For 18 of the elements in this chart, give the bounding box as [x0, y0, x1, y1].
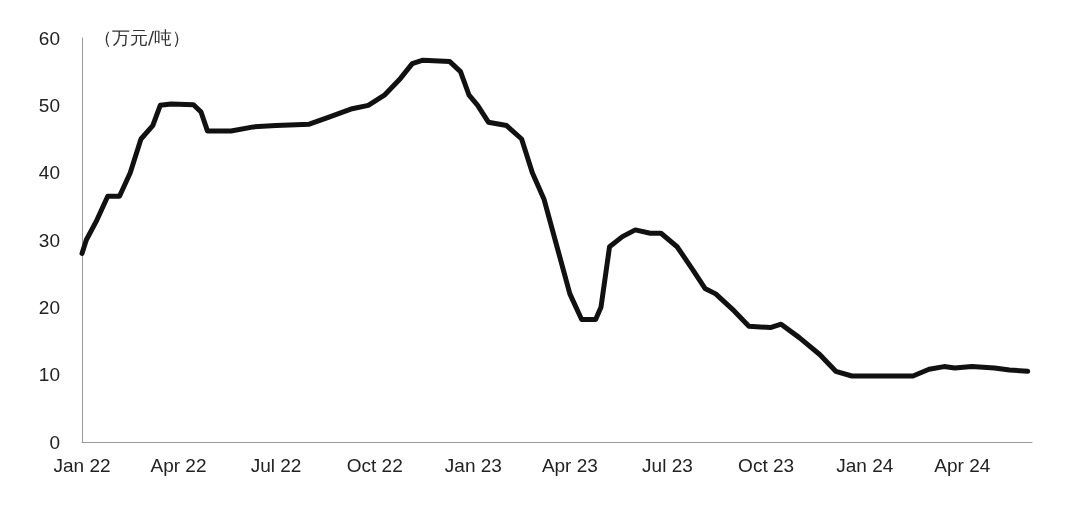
x-tick-label: Apr 22 — [150, 455, 207, 476]
y-tick-label: 60 — [38, 27, 60, 49]
x-tick-label: Apr 23 — [541, 455, 598, 476]
y-tick-label: 20 — [38, 296, 60, 318]
x-tick-label: Jan 22 — [53, 455, 111, 476]
y-tick-label: 50 — [38, 94, 60, 116]
x-tick-label: Oct 23 — [738, 455, 795, 476]
x-tick-label: Oct 22 — [346, 455, 403, 476]
y-tick-label: 40 — [38, 162, 60, 184]
y-tick-label: 30 — [38, 229, 60, 251]
y-tick-label: 0 — [49, 431, 60, 453]
y-tick-label: 10 — [38, 364, 60, 386]
x-tick-label: Jan 23 — [444, 455, 502, 476]
x-tick-label: Jul 22 — [250, 455, 302, 476]
y-axis-title: （万元/吨） — [94, 26, 191, 48]
x-tick-label: Jan 24 — [836, 455, 894, 476]
x-tick-label: Jul 23 — [642, 455, 693, 476]
x-tick-label: Apr 24 — [934, 455, 991, 476]
